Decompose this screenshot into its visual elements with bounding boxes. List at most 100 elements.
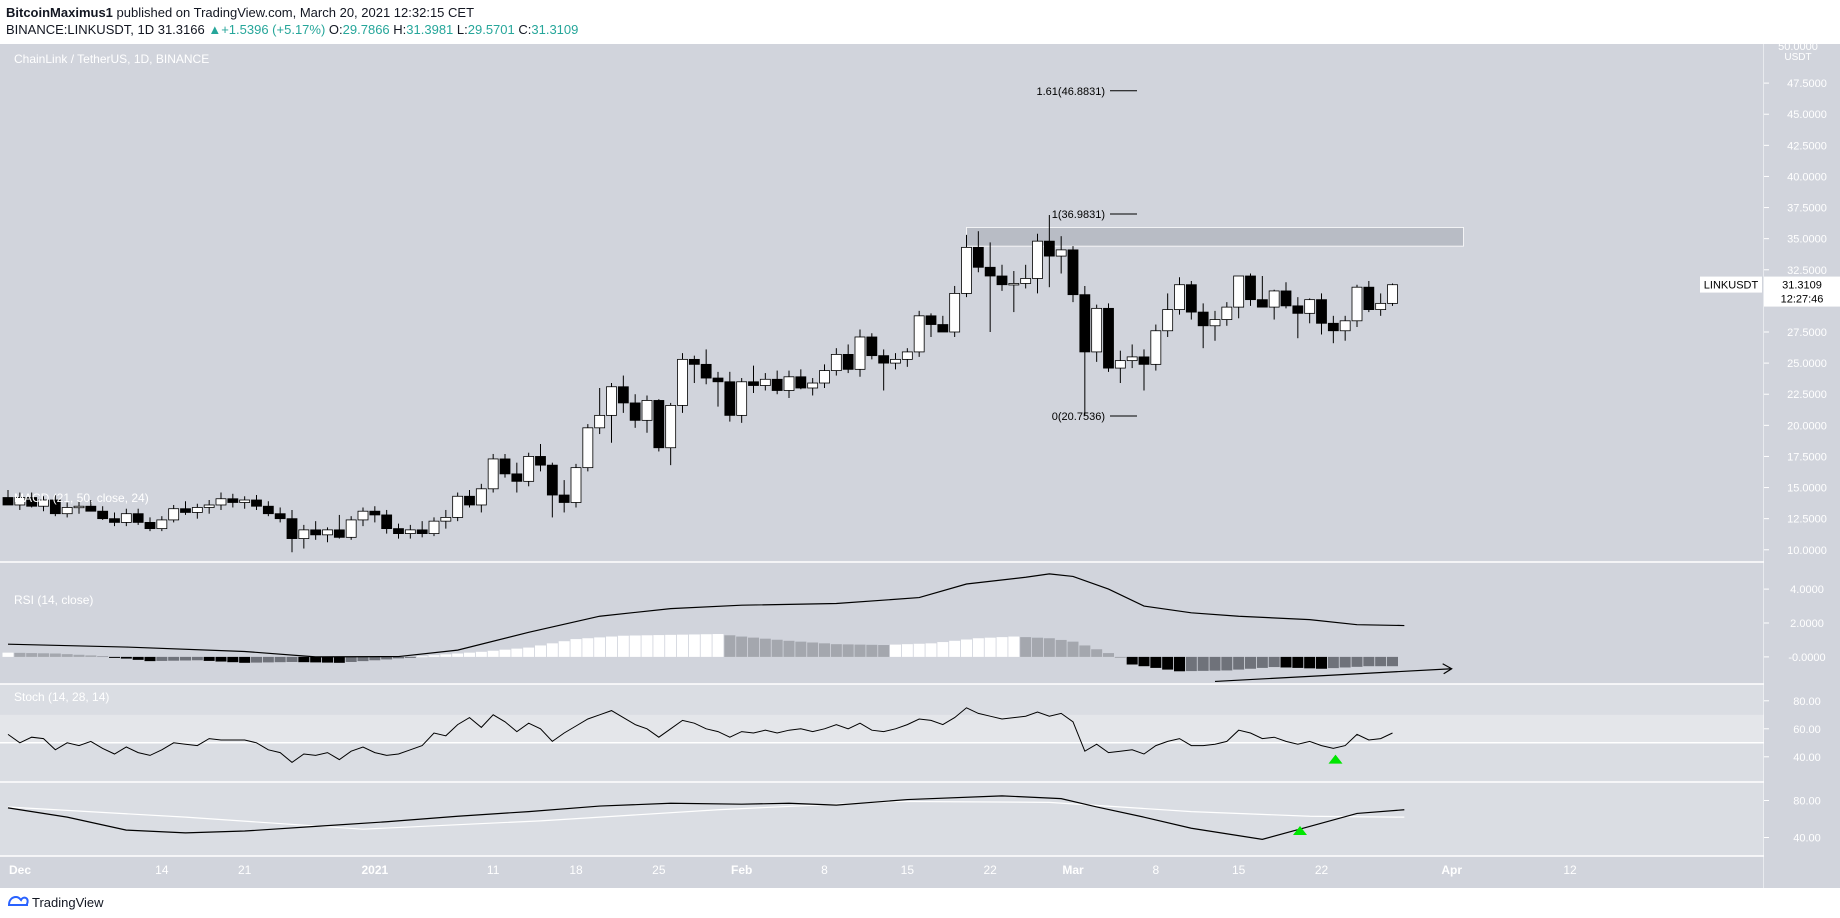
candle-body	[523, 456, 535, 482]
candle-body	[807, 382, 819, 389]
candle-body	[1387, 284, 1398, 304]
candle-body	[629, 402, 641, 421]
candle-body	[972, 246, 984, 268]
macd-histogram-bar	[901, 644, 913, 657]
candle-body	[322, 529, 333, 536]
candle-body	[748, 381, 759, 386]
candle-body	[357, 510, 369, 521]
candle-body	[203, 504, 215, 508]
macd-histogram-bar	[49, 653, 61, 657]
author-name[interactable]: BitcoinMaximus1	[6, 5, 113, 20]
candle-body	[333, 529, 345, 538]
x-tick-label: Apr	[1441, 863, 1462, 877]
macd-histogram-bar	[819, 643, 830, 657]
candle-body	[132, 513, 144, 523]
candle-body	[1008, 283, 1020, 286]
macd-histogram-bar	[381, 656, 393, 660]
macd-histogram-bar	[1032, 637, 1043, 657]
candle-body	[1316, 299, 1327, 324]
candle-body	[274, 513, 286, 520]
macd-histogram-bar	[925, 643, 937, 657]
candle-body	[913, 315, 925, 353]
macd-histogram-bar	[286, 656, 298, 662]
candle-body	[819, 370, 830, 384]
candle-body	[665, 405, 677, 449]
macd-histogram-bar	[499, 649, 511, 657]
price-axis-background	[1764, 44, 1840, 888]
macd-histogram-bar	[736, 636, 748, 657]
candle-body	[475, 488, 487, 506]
macd-histogram-bar	[582, 638, 594, 657]
chart-area[interactable]: 1.61(46.8831) 1(36.9831) 0(20.7536) 10.000…	[0, 44, 1840, 888]
candle-body	[369, 510, 381, 516]
candle-body	[168, 508, 180, 521]
candle-body	[85, 505, 97, 512]
fib-level-label: 1(36.9831)	[1052, 209, 1105, 221]
countdown-text: 12:27:46	[1781, 294, 1824, 306]
macd-histogram-bar	[1197, 656, 1209, 671]
candle-body	[641, 400, 653, 421]
macd-histogram-bar	[842, 644, 854, 657]
macd-histogram-bar	[688, 634, 700, 657]
symbol-tag	[1700, 276, 1762, 293]
candle-body	[1268, 290, 1280, 308]
macd-trend-arrow	[1214, 668, 1452, 683]
price-tick-label: 12.5000	[1787, 514, 1827, 526]
macd-histogram-bar	[322, 656, 333, 663]
candle-body	[61, 507, 73, 515]
macd-histogram-bar	[783, 640, 795, 657]
last-price-tag	[1764, 276, 1840, 307]
macd-histogram-bar	[1304, 656, 1316, 669]
x-tick-label: 14	[155, 863, 169, 877]
price-tick-label: 42.5000	[1787, 140, 1827, 152]
candle-body	[286, 518, 298, 539]
high-label: H:	[393, 22, 407, 37]
candle-body	[1055, 249, 1067, 257]
macd-histogram-bar	[298, 656, 310, 663]
candle-body	[724, 381, 736, 416]
macd-histogram-bar	[227, 656, 239, 663]
macd-histogram-bar	[1233, 656, 1245, 670]
macd-histogram-bar	[1138, 656, 1150, 667]
low-label: L:	[456, 22, 468, 37]
price-tick-label: 17.5000	[1787, 451, 1827, 463]
macd-histogram-bar	[1055, 639, 1067, 657]
candle-body	[440, 517, 452, 522]
macd-histogram-bar	[606, 636, 617, 657]
macd-histogram-bar	[1079, 645, 1091, 657]
macd-histogram-bar	[1351, 656, 1363, 667]
macd-histogram-bar	[345, 656, 357, 662]
candle-body	[1020, 278, 1032, 284]
macd-tick-label: 2.0000	[1790, 618, 1824, 630]
candle-body	[1114, 360, 1126, 369]
macd-histogram-bar	[546, 643, 558, 657]
candle-body	[345, 519, 357, 538]
x-tick-label: 15	[1232, 863, 1246, 877]
stoch-tick-label: 80.00	[1793, 796, 1821, 808]
candle-body	[38, 499, 49, 507]
macd-histogram-bar	[132, 656, 144, 660]
price-tick-label: 37.5000	[1787, 203, 1827, 215]
tradingview-brand[interactable]: TradingView	[32, 895, 104, 910]
candle-body	[464, 495, 475, 506]
stoch-tick-label: 40.00	[1793, 833, 1821, 845]
candle-body	[1375, 302, 1387, 310]
candle-body	[262, 505, 274, 515]
candle-body	[487, 458, 499, 490]
candle-body	[2, 497, 14, 506]
macd-histogram-bar	[168, 656, 180, 661]
candle-body	[937, 324, 949, 333]
price-tick-label: 10.0000	[1787, 545, 1827, 557]
candle-body	[712, 377, 724, 383]
rsi-line	[7, 707, 1393, 764]
rsi-signal-arrow-icon	[1328, 754, 1343, 764]
candle-body	[1351, 286, 1363, 322]
stoch-signal-arrow-icon	[1293, 826, 1307, 836]
candle-body	[49, 499, 61, 515]
macd-histogram-bar	[1280, 656, 1292, 668]
macd-histogram-bar	[1043, 638, 1055, 657]
macd-histogram-bar	[653, 635, 665, 657]
candle-body	[984, 266, 996, 277]
rsi-band	[0, 714, 1764, 743]
candle-body	[1138, 356, 1150, 365]
